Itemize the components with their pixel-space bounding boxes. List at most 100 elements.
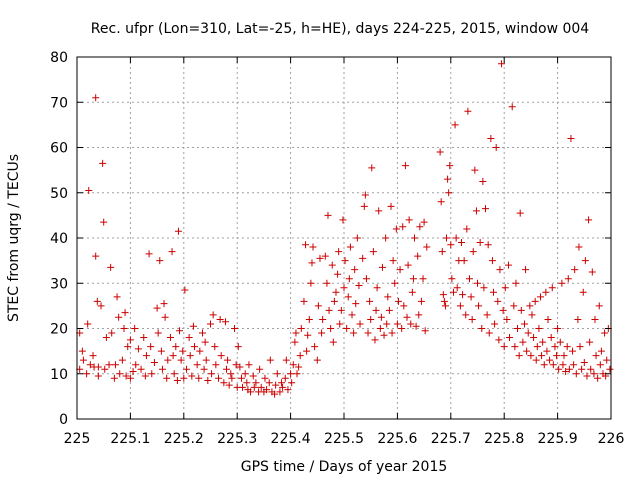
data-point <box>153 304 161 312</box>
data-point <box>603 356 611 364</box>
data-point <box>142 352 150 360</box>
data-point <box>85 186 93 194</box>
data-point <box>383 320 391 328</box>
data-point <box>201 338 209 346</box>
data-point <box>350 329 358 337</box>
y-tick-label: 80 <box>50 50 68 66</box>
data-point <box>173 377 181 385</box>
x-tick-label: 225.8 <box>484 431 524 447</box>
data-point <box>581 257 589 265</box>
data-point <box>449 288 457 296</box>
data-point <box>384 293 392 301</box>
data-point <box>92 252 100 260</box>
data-point <box>147 343 155 351</box>
data-point <box>92 94 100 102</box>
data-point <box>217 352 225 360</box>
data-point <box>439 291 447 299</box>
x-tick-label: 225.1 <box>110 431 150 447</box>
data-point <box>309 243 317 251</box>
data-point <box>341 257 349 265</box>
data-point <box>111 361 119 369</box>
data-point <box>452 234 460 242</box>
data-point <box>204 377 212 385</box>
data-point <box>316 254 324 262</box>
y-tick-label: 70 <box>50 95 68 111</box>
data-point <box>145 250 153 258</box>
data-point <box>329 338 337 346</box>
data-point <box>172 343 180 351</box>
data-point <box>504 261 512 269</box>
data-point <box>118 356 126 364</box>
data-point <box>265 379 273 387</box>
data-point <box>227 370 235 378</box>
data-point <box>263 386 271 394</box>
data-point <box>508 103 516 111</box>
data-point <box>465 275 473 283</box>
data-point <box>448 275 456 283</box>
data-point <box>592 352 600 360</box>
data-point <box>441 302 449 310</box>
data-point <box>523 347 531 355</box>
data-point <box>516 209 524 217</box>
data-point <box>261 374 269 382</box>
data-point <box>372 306 380 314</box>
data-point <box>168 248 176 256</box>
data-point <box>292 329 300 337</box>
data-point <box>446 162 454 170</box>
data-point <box>412 322 420 330</box>
data-point <box>544 315 552 323</box>
data-point <box>453 284 461 292</box>
data-point <box>126 336 134 344</box>
data-point <box>232 361 240 369</box>
data-point <box>457 239 465 247</box>
data-point <box>403 313 411 321</box>
y-tick-labels: 0 10 20 30 40 50 60 70 80 <box>50 50 68 428</box>
x-axis-title: GPS time / Days of year 2015 <box>241 459 448 475</box>
data-point <box>154 329 162 337</box>
data-point <box>182 365 190 373</box>
data-point <box>404 261 412 269</box>
data-point <box>157 347 165 355</box>
data-point <box>220 379 228 387</box>
y-tick-label: 40 <box>50 231 68 247</box>
data-point <box>304 331 312 339</box>
x-tick-label: 225.2 <box>164 431 204 447</box>
data-point <box>352 300 360 308</box>
data-point <box>540 361 548 369</box>
data-point <box>198 329 206 337</box>
data-point <box>416 223 424 231</box>
data-point <box>378 263 386 271</box>
data-points <box>76 60 614 398</box>
data-point <box>105 361 113 369</box>
data-point <box>447 241 455 249</box>
data-point <box>380 331 388 339</box>
data-point <box>313 356 321 364</box>
data-point <box>415 311 423 319</box>
data-point <box>295 363 303 371</box>
data-point <box>588 268 596 276</box>
data-point <box>548 284 556 292</box>
data-point <box>243 379 251 387</box>
data-point <box>478 325 486 332</box>
data-point <box>555 365 563 373</box>
data-point <box>239 383 247 391</box>
data-point <box>221 318 229 326</box>
data-point <box>551 343 559 351</box>
data-point <box>223 365 231 373</box>
data-point <box>469 248 477 256</box>
data-point <box>590 370 598 378</box>
data-point <box>456 302 464 310</box>
data-point <box>156 257 164 265</box>
data-point <box>323 279 331 287</box>
data-point <box>479 177 487 185</box>
data-point <box>498 60 506 68</box>
data-point <box>565 365 573 373</box>
data-point <box>325 306 333 314</box>
data-point <box>388 329 396 337</box>
data-point <box>164 356 172 364</box>
data-point <box>371 336 379 344</box>
data-point <box>303 347 311 355</box>
data-point <box>597 347 605 355</box>
data-point <box>296 352 304 360</box>
data-point <box>121 309 129 317</box>
